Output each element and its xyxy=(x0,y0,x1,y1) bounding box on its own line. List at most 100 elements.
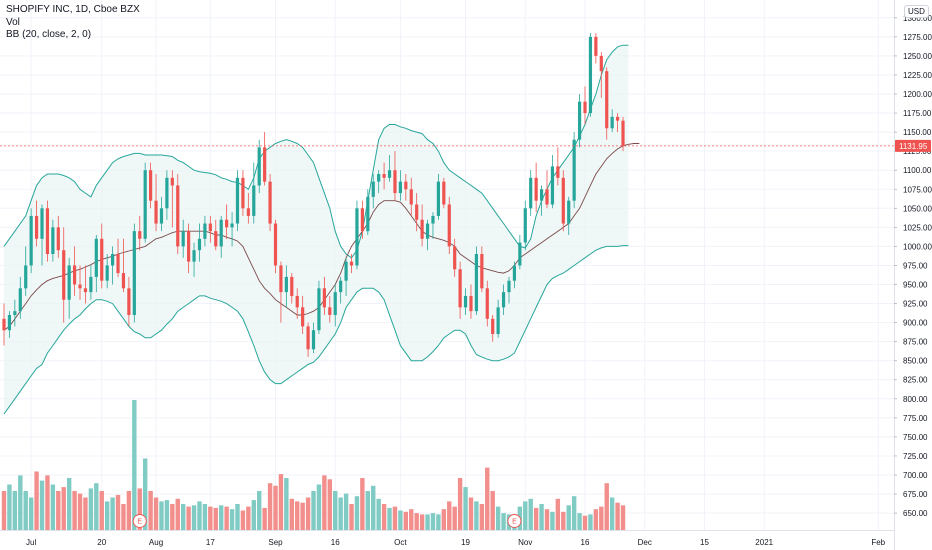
volume-bar xyxy=(186,506,191,530)
candle-body xyxy=(496,307,500,335)
volume-bar xyxy=(251,500,256,530)
volume-bar xyxy=(12,491,18,530)
price-axis[interactable]: 650.00 675.00 700.00 725.00 750.00 775.00 800.… xyxy=(894,0,932,550)
price-tick-label: 875.00 xyxy=(903,338,928,347)
volume-bar xyxy=(137,488,142,530)
time-tick-label: 19 xyxy=(461,538,470,547)
candle-body xyxy=(339,280,343,293)
candle-body xyxy=(263,147,267,182)
volume-bar xyxy=(376,498,381,530)
volume-bar xyxy=(409,509,414,530)
candle-body xyxy=(40,208,44,239)
candle-body xyxy=(594,36,598,56)
volume-bar xyxy=(148,491,153,530)
volume-bar xyxy=(523,501,528,530)
candle-body xyxy=(83,288,88,293)
candle-body xyxy=(24,265,28,289)
price-tick-label: 650.00 xyxy=(903,509,928,518)
candle-body xyxy=(349,261,354,266)
time-tick-label: 16 xyxy=(581,538,590,547)
volume-bar xyxy=(501,513,506,530)
candle-body xyxy=(404,181,408,190)
candle-body xyxy=(328,307,332,315)
volume-bar xyxy=(132,400,137,530)
volume-bar xyxy=(609,497,615,530)
candle-body xyxy=(2,318,6,331)
bb-legend[interactable]: BB (20, close, 2, 0) xyxy=(6,29,92,40)
time-axis[interactable]: Jul20Aug17Sep16Oct19Nov16Dec152021FebMar… xyxy=(0,530,932,550)
volume-bar xyxy=(403,511,409,530)
candle-body xyxy=(268,181,272,224)
candle-body xyxy=(230,223,234,228)
candle-body xyxy=(567,200,571,224)
volume-bar xyxy=(164,500,170,530)
candle-body xyxy=(29,215,33,266)
volume-legend[interactable]: Vol xyxy=(6,16,20,28)
candle-body xyxy=(295,295,299,308)
time-tick-label: Feb xyxy=(871,538,885,547)
candle-body xyxy=(615,116,620,121)
candle-body xyxy=(72,265,77,285)
candle-body xyxy=(491,318,495,335)
volume-bar xyxy=(219,505,224,530)
volume-bar xyxy=(191,505,197,530)
bb-upper-line xyxy=(3,44,629,259)
volume-bar xyxy=(463,487,468,530)
candle-body xyxy=(431,215,435,224)
price-tick-label: 1025.00 xyxy=(903,223,932,232)
candle-body xyxy=(534,177,538,201)
volume-bar xyxy=(202,504,208,530)
candle-body xyxy=(279,265,283,293)
candle-body xyxy=(610,116,614,129)
candle-body xyxy=(214,231,218,247)
candle-body xyxy=(507,280,511,293)
candle-body xyxy=(409,189,413,205)
candle-body xyxy=(561,177,565,224)
candle-body xyxy=(105,265,109,281)
volume-bar xyxy=(490,491,495,530)
volume-bar xyxy=(7,484,12,530)
volume-bar xyxy=(213,507,218,530)
volume-bar xyxy=(142,458,148,530)
volume-bar xyxy=(224,506,229,530)
currency-badge[interactable]: USD xyxy=(904,5,929,18)
earnings-marker-label: E xyxy=(137,519,142,526)
price-tick-label: 700.00 xyxy=(903,471,928,480)
volume-bar xyxy=(387,507,392,530)
volume-bar xyxy=(615,502,620,530)
volume-bar xyxy=(45,475,50,530)
time-tick-label: Sep xyxy=(268,538,283,547)
volume-bar xyxy=(50,484,56,530)
candle-body xyxy=(501,292,506,308)
volume-bar xyxy=(571,496,577,530)
candle-body xyxy=(203,223,207,239)
candle-body xyxy=(51,227,55,255)
candle-body xyxy=(170,177,174,186)
candle-body xyxy=(100,238,104,281)
volume-bar xyxy=(56,491,61,530)
volume-bar xyxy=(273,485,278,530)
earnings-marker xyxy=(132,514,147,528)
candle-body xyxy=(621,120,625,146)
candle-body xyxy=(518,242,522,266)
volume-bar xyxy=(338,497,343,530)
last-price-label-bg xyxy=(895,139,931,152)
symbol-title[interactable]: SHOPIFY INC, 1D, Cboe BZX xyxy=(6,4,140,15)
volume-bar xyxy=(77,493,83,530)
time-tick-label: Dec xyxy=(638,538,652,547)
candle-body xyxy=(469,295,473,312)
volume-bar xyxy=(300,502,305,530)
volume-bar xyxy=(360,478,365,530)
volume-bar xyxy=(267,483,273,530)
candle-body xyxy=(453,246,457,270)
candle-body xyxy=(235,177,240,224)
candle-body xyxy=(599,55,603,72)
time-tick-label: 17 xyxy=(206,538,215,547)
volume-bar xyxy=(495,506,501,530)
candle-body xyxy=(284,276,288,293)
candle-body xyxy=(165,177,169,209)
candle-body xyxy=(415,204,419,220)
candle-body xyxy=(219,219,223,247)
volume-bar xyxy=(18,475,23,530)
